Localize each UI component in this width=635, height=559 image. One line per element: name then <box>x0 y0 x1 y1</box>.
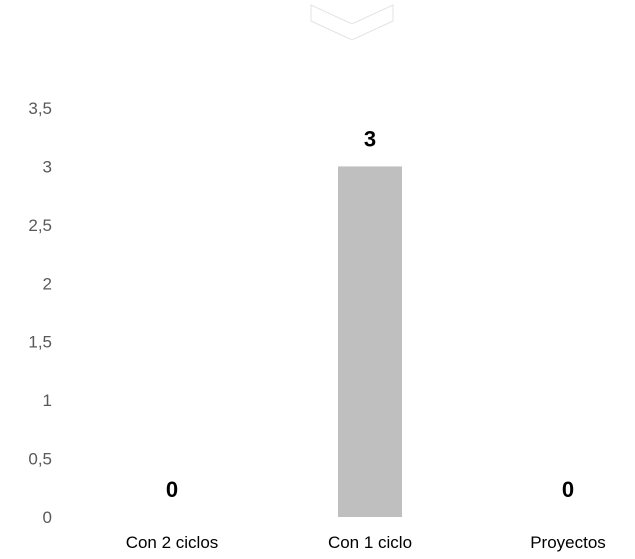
data-label: 0 <box>562 477 574 502</box>
data-label: 3 <box>364 126 376 151</box>
bars <box>338 166 402 517</box>
category-label: Proyectos <box>530 533 606 552</box>
y-tick-label: 0,5 <box>28 450 52 469</box>
data-labels: 0 3 0 <box>166 126 574 502</box>
y-tick-label: 1 <box>43 391 52 410</box>
category-label: Con 1 ciclo <box>328 533 412 552</box>
y-axis: 0 0,5 1 1,5 2 2,5 3 3,5 <box>28 99 52 527</box>
y-tick-label: 2 <box>43 274 52 293</box>
y-tick-label: 0 <box>43 508 52 527</box>
chevron-down-icon <box>310 4 394 41</box>
y-tick-label: 1,5 <box>28 333 52 352</box>
x-axis: Con 2 ciclos Con 1 ciclo Proyectos <box>126 533 606 552</box>
bar <box>338 166 402 517</box>
data-label: 0 <box>166 477 178 502</box>
y-tick-label: 3,5 <box>28 99 52 118</box>
y-tick-label: 3 <box>43 157 52 176</box>
y-tick-label: 2,5 <box>28 216 52 235</box>
category-label: Con 2 ciclos <box>126 533 219 552</box>
